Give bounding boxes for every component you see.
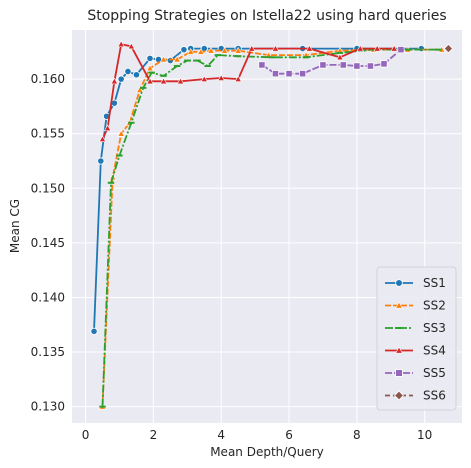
y-tick-label: 0.145 [31,236,65,250]
data-point [207,46,215,54]
data-point [146,77,154,85]
x-tick-label: 10 [417,428,432,442]
data-point [136,86,144,93]
data-point [285,70,293,78]
x-axis-label: Mean Depth/Query [210,445,324,459]
series-ss3 [99,48,442,408]
legend-label: SS6 [423,389,446,403]
data-point [146,64,154,72]
data-point [373,44,381,52]
y-axis-label: Mean CG [8,199,22,253]
data-point [180,46,188,54]
data-point [127,42,136,50]
series-ss4 [98,40,398,143]
data-point [117,40,125,48]
data-point [271,44,280,52]
legend-entry-ss5: SS5 [385,366,446,380]
data-point [353,62,361,70]
data-point [176,77,185,85]
data-point [220,46,229,54]
data-point [110,77,119,85]
data-point [356,44,364,52]
data-point [97,157,105,165]
data-point [366,62,375,70]
data-point [395,346,403,354]
legend-entry-ss1: SS1 [385,276,446,290]
data-point [200,75,208,82]
data-point [395,301,403,309]
data-point [103,124,112,132]
y-tick-label: 0.135 [31,345,65,359]
data-point [394,390,404,401]
data-point [271,70,280,78]
data-point [166,56,174,65]
legend-label: SS2 [423,299,446,313]
series-line [101,43,395,140]
x-tick-label: 4 [217,428,225,442]
x-tick-label: 8 [353,428,361,442]
data-point [159,77,168,85]
y-tick-label: 0.155 [31,127,65,141]
data-point [319,61,327,69]
data-point [339,61,347,69]
data-point [395,279,403,287]
legend-entry-ss2: SS2 [385,299,446,313]
data-point [258,61,266,69]
y-tick-label: 0.150 [31,181,65,195]
data-point [305,44,314,52]
data-point [117,75,125,83]
x-tick-label: 2 [150,428,158,442]
series-line [261,48,402,75]
data-point [124,67,132,76]
data-point [234,75,242,82]
series-ss5 [258,46,405,78]
legend-label: SS4 [423,344,446,358]
chart-title: Stopping Strategies on Istella22 using h… [87,8,446,24]
data-point [98,135,107,143]
x-tick-label: 6 [285,428,293,442]
data-point [90,327,98,335]
data-point [299,70,307,78]
y-tick-label: 0.160 [31,72,65,86]
data-point [159,55,168,63]
data-point [336,53,344,61]
data-point [234,46,242,54]
series-ss6 [443,43,454,54]
y-tick-label: 0.140 [31,290,65,304]
legend-label: SS1 [423,276,446,290]
legend: SS1 SS2 SS3 SS4 SS5 SS6 [376,266,457,411]
data-point [186,48,195,55]
data-point [248,44,256,52]
legend-entry-ss6: SS6 [385,389,446,403]
x-tick-label: 0 [82,428,90,442]
data-point [417,44,425,53]
legend-label: SS5 [423,366,446,380]
data-point [132,71,141,79]
data-point [197,48,205,55]
y-tick-label: 0.130 [31,400,65,414]
data-point [117,129,125,137]
data-point [380,60,388,68]
data-point [443,43,454,54]
ticks: 0 2 4 6 8 10 0.130 0.135 0.140 0.145 0.150 0.155 0.1… [31,72,433,442]
legend-label: SS3 [423,321,446,335]
data-point [395,369,403,377]
data-point [390,44,398,52]
data-point [173,55,181,63]
series-layer [90,40,454,410]
data-point [146,54,154,62]
data-point [217,74,225,81]
legend-entry-ss4: SS4 [385,344,446,358]
grid [72,30,462,423]
data-point [397,46,405,54]
legend-entry-ss3: SS3 [385,321,446,335]
